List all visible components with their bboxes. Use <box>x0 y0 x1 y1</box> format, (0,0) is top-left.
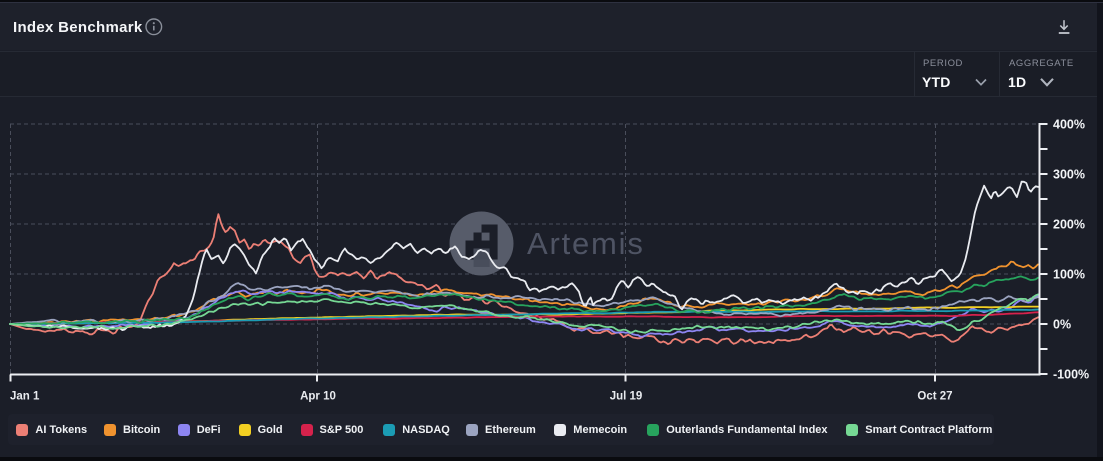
svg-text:Apr 10: Apr 10 <box>300 391 336 403</box>
svg-text:200%: 200% <box>1053 218 1085 232</box>
svg-text:Oct 27: Oct 27 <box>917 391 952 403</box>
svg-text:Artemis: Artemis <box>527 226 645 261</box>
svg-text:400%: 400% <box>1053 118 1085 132</box>
svg-text:0%: 0% <box>1053 318 1071 332</box>
svg-text:Jan 1: Jan 1 <box>10 391 40 403</box>
svg-text:Jul 19: Jul 19 <box>610 391 643 403</box>
svg-text:100%: 100% <box>1053 268 1085 282</box>
svg-text:-100%: -100% <box>1053 368 1089 382</box>
svg-text:300%: 300% <box>1053 168 1085 182</box>
